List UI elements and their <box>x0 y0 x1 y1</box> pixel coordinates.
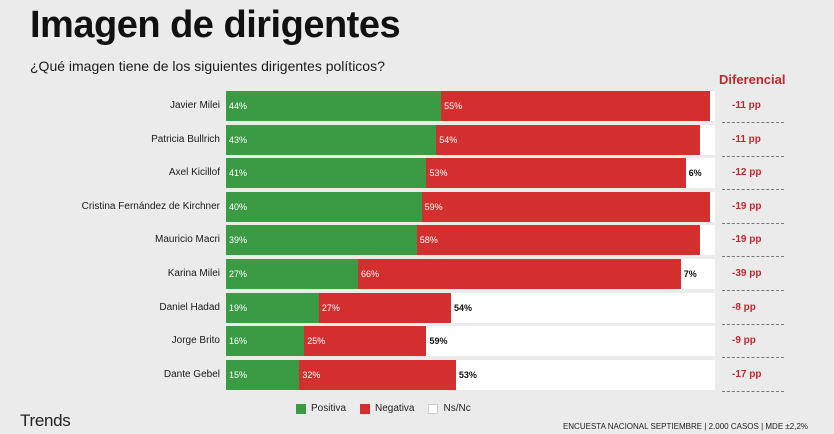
diferencial-value: -19 pp <box>732 234 762 246</box>
data-label-positiva: 19% <box>229 302 248 313</box>
bar-positiva <box>226 158 427 189</box>
row-label: Javier Milei <box>169 100 220 111</box>
bar-negativa <box>358 259 681 289</box>
data-label-negativa: 27% <box>321 302 340 313</box>
row-label: Patricia Bullrich <box>151 133 220 145</box>
data-label-negativa: 54% <box>439 134 458 145</box>
legend-swatch-positiva <box>296 403 306 414</box>
diferencial-value: -39 pp <box>732 268 762 279</box>
data-label-nsnc: 6% <box>688 168 702 179</box>
data-label-positiva: 15% <box>229 369 248 380</box>
diferencial-separator <box>722 256 784 258</box>
diferencial-separator <box>722 357 784 359</box>
chart-subtitle: ¿Qué imagen tiene de los siguientes diri… <box>30 58 385 74</box>
data-label-negativa: 58% <box>419 235 438 246</box>
bar-track: 39% 58% <box>226 225 715 256</box>
diferencial-separator <box>722 155 784 157</box>
diferencial-value: -12 pp <box>732 167 762 179</box>
diferencial-value: -9 pp <box>732 335 756 347</box>
bar-negativa <box>304 326 427 357</box>
legend-item-nsnc: Ns/Nc <box>428 403 471 414</box>
bar-track: 27% 66% 7% <box>226 259 715 289</box>
data-label-negativa: 66% <box>361 269 380 279</box>
diferencial-value: -11 pp <box>732 100 761 111</box>
data-label-nsnc: 53% <box>458 369 477 380</box>
data-label-negativa: 55% <box>444 101 463 111</box>
legend-label-nsnc: Ns/Nc <box>443 403 471 414</box>
bar-track: 44% 55% <box>226 91 715 121</box>
bar-positiva <box>226 259 359 289</box>
data-label-negativa: 32% <box>302 369 321 380</box>
bar-negativa <box>299 359 456 390</box>
diferencial-value: -17 pp <box>732 368 762 380</box>
data-label-positiva: 16% <box>229 336 248 347</box>
diferencial-separator <box>722 323 784 325</box>
data-label-nsnc: 7% <box>683 269 697 279</box>
data-label-nsnc: 54% <box>453 302 472 313</box>
data-label-negativa: 59% <box>424 201 443 212</box>
bar-positiva <box>226 326 305 357</box>
row-label: Karina Milei <box>167 268 220 279</box>
bar-track: 19% 27% 54% <box>226 292 715 323</box>
bar-positiva <box>226 359 300 390</box>
data-label-positiva: 39% <box>229 235 248 246</box>
source-note: ENCUESTA NACIONAL SEPTIEMBRE | 2.000 CAS… <box>562 422 808 431</box>
data-label-positiva: 44% <box>229 101 248 111</box>
legend-label-negativa: Negativa <box>375 403 415 414</box>
bar-positiva <box>226 225 417 256</box>
bar-negativa <box>441 91 711 121</box>
diferencial-separator <box>722 390 784 392</box>
data-label-positiva: 27% <box>229 269 248 279</box>
diferencial-separator <box>722 122 784 123</box>
row-label: Mauricio Macri <box>154 234 220 246</box>
page-title: Imagen de dirigentes <box>30 4 401 46</box>
legend-swatch-negativa <box>360 403 371 414</box>
diferencial-separator <box>722 222 784 224</box>
row-label: Axel Kicillof <box>168 167 220 179</box>
data-label-positiva: 43% <box>229 134 248 145</box>
row-label: Dante Gebel <box>163 368 220 380</box>
data-label-nsnc: 59% <box>429 336 448 347</box>
diferencial-value: -19 pp <box>732 200 762 212</box>
legend: Positiva Negativa Ns/Nc <box>296 403 485 414</box>
row-label: Daniel Hadad <box>159 301 220 313</box>
bar-positiva <box>226 91 442 121</box>
legend-item-negativa: Negativa <box>360 403 414 414</box>
bar-negativa <box>416 225 701 256</box>
bar-track: 43% 54% <box>226 124 715 155</box>
row-label: Jorge Brito <box>171 335 220 347</box>
data-label-positiva: 40% <box>229 201 248 212</box>
legend-swatch-nsnc <box>428 403 439 414</box>
legend-label-positiva: Positiva <box>311 403 347 414</box>
bar-negativa <box>426 158 686 189</box>
bar-positiva <box>226 191 422 222</box>
diferencial-header: Diferencial <box>719 72 786 87</box>
row-label: Cristina Fernández de Kirchner <box>81 200 220 212</box>
bar-positiva <box>226 124 437 155</box>
bar-negativa <box>421 191 711 222</box>
diferencial-value: -8 pp <box>732 301 756 313</box>
data-label-positiva: 41% <box>229 168 248 179</box>
bar-track: 15% 32% 53% <box>226 359 715 390</box>
bar-track: 40% 59% <box>226 191 715 222</box>
diferencial-value: -11 pp <box>732 133 761 145</box>
data-label-negativa: 53% <box>429 168 448 179</box>
diferencial-separator <box>722 290 784 291</box>
bar-track: 16% 25% 59% <box>226 326 715 357</box>
bar-negativa <box>436 124 701 155</box>
data-label-negativa: 25% <box>307 336 326 347</box>
legend-item-positiva: Positiva <box>296 403 346 414</box>
brand-logo: Trends <box>20 411 71 430</box>
bar-negativa <box>318 292 451 323</box>
bar-track: 41% 53% 6% <box>226 158 715 189</box>
diferencial-separator <box>722 189 784 191</box>
bar-positiva <box>226 292 319 323</box>
